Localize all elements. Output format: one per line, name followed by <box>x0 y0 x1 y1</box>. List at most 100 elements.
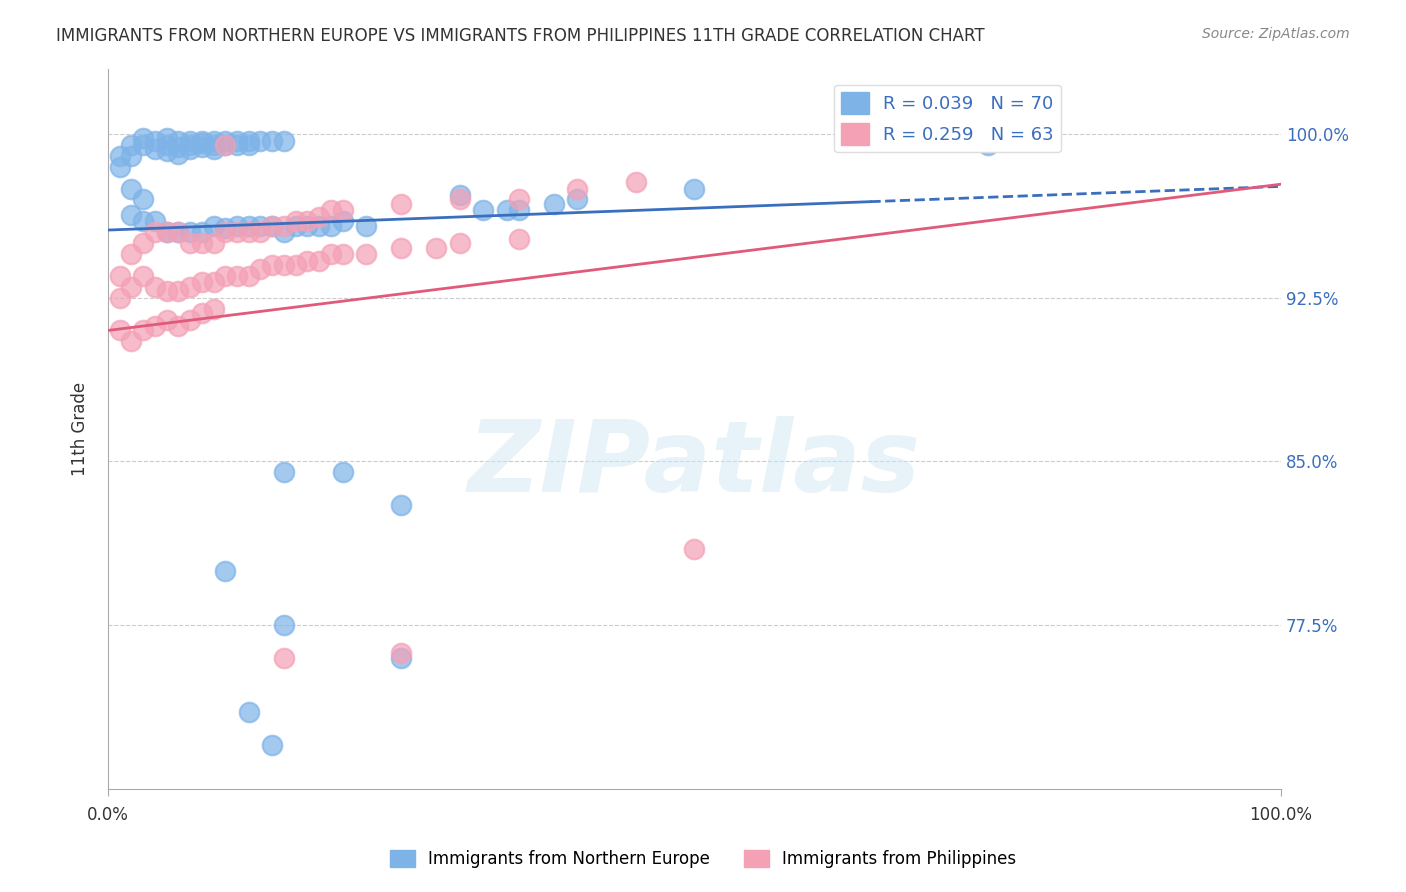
Point <box>202 134 225 148</box>
Point <box>262 219 284 233</box>
Point <box>143 214 166 228</box>
Point <box>143 280 166 294</box>
Point <box>977 137 1000 152</box>
Point <box>143 142 166 156</box>
Legend: R = 0.039   N = 70, R = 0.259   N = 63: R = 0.039 N = 70, R = 0.259 N = 63 <box>834 85 1060 153</box>
Point <box>191 276 214 290</box>
Text: ZIPatlas: ZIPatlas <box>468 417 921 513</box>
Point <box>308 210 330 224</box>
Point <box>449 188 471 202</box>
Point <box>249 225 271 239</box>
Point <box>284 214 307 228</box>
Point <box>132 214 155 228</box>
Point <box>120 149 142 163</box>
Point <box>167 225 190 239</box>
Point <box>238 219 260 233</box>
Point <box>202 142 225 156</box>
Point <box>179 142 201 156</box>
Point <box>108 291 131 305</box>
Point <box>132 131 155 145</box>
Point <box>273 618 295 632</box>
Point <box>624 175 647 189</box>
Point <box>389 647 412 661</box>
Point <box>262 219 284 233</box>
Text: 100.0%: 100.0% <box>1250 806 1312 824</box>
Point <box>202 236 225 251</box>
Point <box>297 253 319 268</box>
Point <box>120 280 142 294</box>
Point <box>167 284 190 298</box>
Point <box>249 262 271 277</box>
Point <box>191 140 214 154</box>
Point <box>683 181 706 195</box>
Point <box>226 137 249 152</box>
Point <box>389 498 412 512</box>
Point <box>262 134 284 148</box>
Point <box>191 136 214 150</box>
Point <box>179 312 201 326</box>
Point <box>202 219 225 233</box>
Point <box>132 137 155 152</box>
Point <box>191 306 214 320</box>
Point <box>108 268 131 283</box>
Point <box>567 193 589 207</box>
Text: 0.0%: 0.0% <box>87 806 129 824</box>
Point <box>284 258 307 272</box>
Point <box>495 203 517 218</box>
Point <box>191 134 214 148</box>
Point <box>472 203 495 218</box>
Point <box>214 137 236 152</box>
Point <box>214 225 236 239</box>
Point <box>297 214 319 228</box>
Point <box>179 225 201 239</box>
Point <box>273 466 295 480</box>
Point <box>132 268 155 283</box>
Point <box>273 258 295 272</box>
Text: Source: ZipAtlas.com: Source: ZipAtlas.com <box>1202 27 1350 41</box>
Point <box>214 268 236 283</box>
Point <box>273 651 295 665</box>
Point <box>449 236 471 251</box>
Point <box>120 181 142 195</box>
Point <box>354 247 377 261</box>
Point <box>167 225 190 239</box>
Point <box>202 276 225 290</box>
Point <box>120 247 142 261</box>
Point <box>226 225 249 239</box>
Point <box>226 219 249 233</box>
Point <box>425 240 447 254</box>
Point <box>238 134 260 148</box>
Point <box>108 160 131 174</box>
Point <box>120 334 142 349</box>
Point <box>179 280 201 294</box>
Point <box>389 197 412 211</box>
Point <box>332 203 354 218</box>
Point <box>683 541 706 556</box>
Legend: Immigrants from Northern Europe, Immigrants from Philippines: Immigrants from Northern Europe, Immigra… <box>384 843 1022 875</box>
Point <box>508 232 530 246</box>
Point <box>238 706 260 720</box>
Point <box>249 134 271 148</box>
Point <box>156 312 179 326</box>
Point <box>273 134 295 148</box>
Text: IMMIGRANTS FROM NORTHERN EUROPE VS IMMIGRANTS FROM PHILIPPINES 11TH GRADE CORREL: IMMIGRANTS FROM NORTHERN EUROPE VS IMMIG… <box>56 27 984 45</box>
Point <box>143 225 166 239</box>
Point <box>389 240 412 254</box>
Point <box>543 197 565 211</box>
Point <box>132 323 155 337</box>
Point <box>108 323 131 337</box>
Point <box>202 137 225 152</box>
Point <box>202 301 225 316</box>
Point <box>156 284 179 298</box>
Point <box>319 203 342 218</box>
Point <box>567 181 589 195</box>
Point <box>332 247 354 261</box>
Point <box>214 564 236 578</box>
Point <box>449 193 471 207</box>
Point <box>108 149 131 163</box>
Point <box>319 219 342 233</box>
Point <box>249 219 271 233</box>
Point <box>156 225 179 239</box>
Point <box>273 219 295 233</box>
Point <box>167 319 190 334</box>
